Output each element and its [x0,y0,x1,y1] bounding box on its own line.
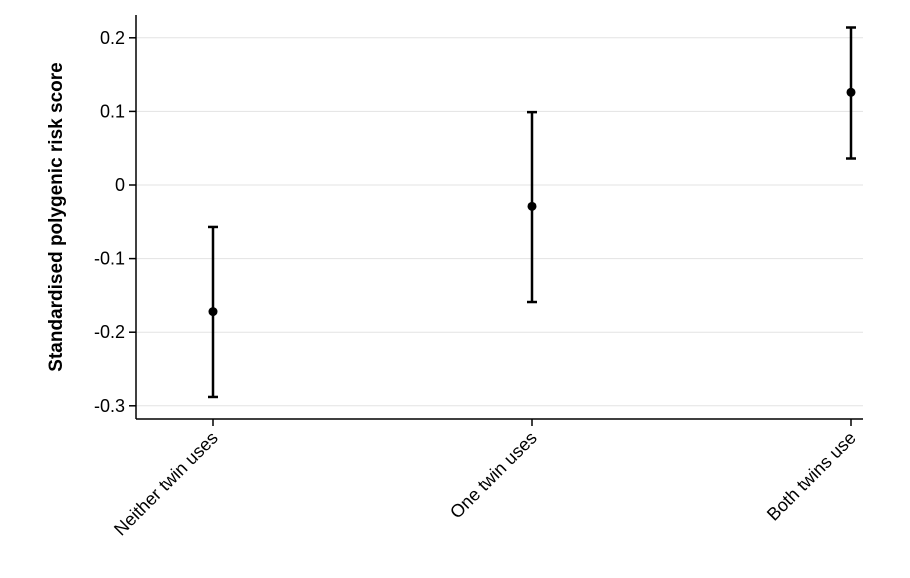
y-tick-label: -0.3 [94,396,125,416]
y-axis-title: Standardised polygenic risk score [46,62,67,371]
point-marker [527,201,537,211]
y-tick-label: -0.1 [94,249,125,269]
y-tick-label: -0.2 [94,322,125,342]
x-tick-label: Both twins use [763,428,860,525]
y-tick-label: 0 [115,175,125,195]
x-tick-label: Neither twin uses [110,428,222,540]
x-tick-label: One twin uses [446,428,541,523]
axes-layer: 0.2 0.1 0 -0.1 -0.2 -0.3 Neither twin uses One … [94,15,863,539]
y-tick-label: 0.1 [100,101,125,121]
point-marker [208,307,218,317]
point-marker [846,87,856,97]
marks-layer [208,26,856,399]
y-tick-label: 0.2 [100,28,125,48]
grid-layer [136,37,863,407]
